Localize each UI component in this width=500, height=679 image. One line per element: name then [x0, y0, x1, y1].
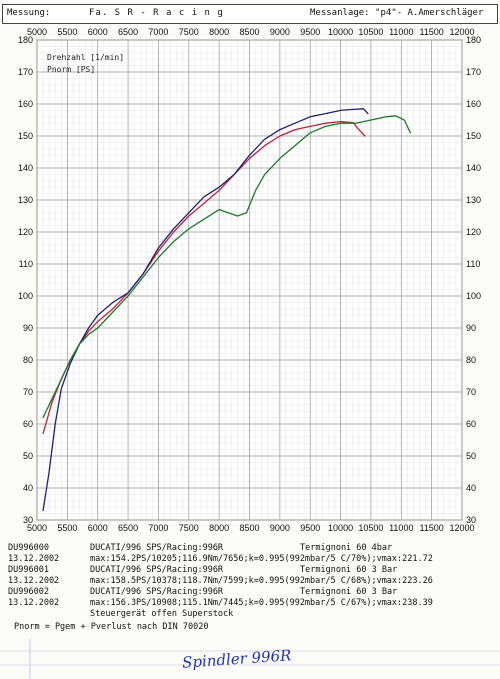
- y-tick-label-right: 90: [466, 323, 476, 333]
- company-name: Fa. S R - R a c i n g: [89, 8, 224, 18]
- legend-row-0-details: 13.12.2002 max:154.2PS/10205;116.9Nm/765…: [2, 554, 498, 565]
- axis-label-rpm: Drehzahl [1/min]: [47, 53, 124, 62]
- y-tick-label-left: 180: [18, 35, 33, 45]
- legend-2-config: Termignoni 60 3 Bar: [300, 587, 398, 597]
- x-tick-label-top: 5500: [57, 27, 77, 37]
- y-tick-label-right: 170: [466, 67, 481, 77]
- y-tick-label-right: 120: [466, 227, 481, 237]
- y-tick-label-left: 140: [18, 163, 33, 173]
- legend-1-config: Termignoni 60 3 Bar: [300, 565, 398, 575]
- x-tick-label-bottom: 12000: [449, 523, 474, 533]
- y-tick-label-right: 40: [466, 483, 476, 493]
- legend-2-note: Steuergerät offen Superstock: [90, 609, 234, 619]
- y-tick-label-left: 170: [18, 67, 33, 77]
- legend-row-2-title: DU996002 DUCATI/996 SPS/Racing:996R Term…: [2, 587, 498, 598]
- legend-row-1-title: DU996001 DUCATI/996 SPS/Racing:996R Term…: [2, 565, 498, 576]
- y-tick-label-left: 150: [18, 131, 33, 141]
- legend-1-date: 13.12.2002: [8, 576, 60, 586]
- series-line-du996001: [42, 108, 369, 512]
- x-tick-label-bottom: 5500: [57, 523, 77, 533]
- y-tick-label-left: 50: [23, 451, 33, 461]
- x-tick-label-bottom: 5000: [27, 523, 47, 533]
- x-tick-label-bottom: 8500: [239, 523, 259, 533]
- legend-row-1-details: 13.12.2002 max:158.5PS/10378;118.7Nm/759…: [2, 576, 498, 587]
- legend-2-date: 13.12.2002: [8, 598, 60, 608]
- legend-2-details: max:156.3PS/10908;115.1Nm/7445;k=0.995(9…: [90, 598, 433, 608]
- y-tick-label-right: 150: [466, 131, 481, 141]
- x-tick-label-bottom: 8000: [209, 523, 229, 533]
- legend-row-2-note: Steuergerät offen Superstock: [2, 609, 498, 620]
- legend-0-id: DU996000: [8, 543, 49, 553]
- x-tick-label-top: 9000: [270, 27, 290, 37]
- y-tick-label-left: 60: [23, 419, 33, 429]
- x-tick-label-top: 11500: [419, 27, 443, 37]
- y-tick-label-left: 80: [23, 355, 33, 365]
- axis-label-power: Pnorm [PS]: [47, 65, 95, 74]
- x-tick-label-bottom: 6000: [88, 523, 108, 533]
- x-tick-label-top: 8000: [209, 27, 229, 37]
- x-tick-label-bottom: 10000: [328, 523, 353, 533]
- y-tick-label-right: 100: [466, 291, 481, 301]
- legend-0-config: Termignoni 60 4bar: [300, 543, 393, 553]
- y-tick-label-left: 120: [18, 227, 33, 237]
- y-tick-label-left: 110: [19, 259, 33, 269]
- x-tick-label-bottom: 10500: [358, 523, 383, 533]
- legend-row-2-details: 13.12.2002 max:156.3PS/10908;115.1Nm/744…: [2, 598, 498, 609]
- x-tick-label-bottom: 7500: [179, 523, 199, 533]
- x-tick-label-top: 12000: [449, 27, 474, 37]
- y-tick-label-right: 30: [466, 515, 476, 525]
- y-tick-label-right: 80: [466, 355, 476, 365]
- legend-2-title: DUCATI/996 SPS/Racing:996R: [90, 587, 224, 597]
- x-tick-label-top: 9500: [300, 27, 320, 37]
- x-tick-label-top: 10500: [358, 27, 383, 37]
- legend-1-title: DUCATI/996 SPS/Racing:996R: [90, 565, 224, 575]
- y-tick-label-right: 160: [466, 99, 481, 109]
- y-tick-label-right: 60: [466, 419, 476, 429]
- din-footnote: Pnorm = Pgem + Pverlust nach DIN 70020: [14, 622, 209, 632]
- legend-0-date: 13.12.2002: [8, 554, 60, 564]
- y-tick-label-left: 90: [23, 323, 33, 333]
- y-tick-label-left: 30: [23, 515, 33, 525]
- series-line-du996002: [42, 115, 412, 419]
- x-tick-label-top: 7000: [148, 27, 168, 37]
- x-tick-label-bottom: 6500: [118, 523, 138, 533]
- legend-0-details: max:154.2PS/10205;116.9Nm/7656;k=0.995(9…: [90, 554, 433, 564]
- x-tick-label-bottom: 9000: [270, 523, 290, 533]
- x-tick-label-top: 7500: [179, 27, 199, 37]
- y-tick-label-right: 140: [466, 163, 481, 173]
- messung-label: Messung:: [7, 8, 51, 18]
- legend-1-details: max:158.5PS/10378;118.7Nm/7599;k=0.995(9…: [90, 576, 433, 586]
- paper-ruling: [0, 639, 500, 679]
- x-tick-label-bottom: 11000: [389, 523, 413, 533]
- legend-2-id: DU996002: [8, 587, 49, 597]
- y-tick-label-right: 110: [466, 259, 480, 269]
- x-tick-label-top: 6500: [118, 27, 138, 37]
- x-tick-label-bottom: 11500: [419, 523, 443, 533]
- y-tick-label-left: 160: [18, 99, 33, 109]
- dyno-chart: 5000 5000 5500 5500 6000 6000 6500 6500 7000 7000…: [18, 27, 481, 533]
- messanlage-label: Messanlage: "p4"- A.Amerschläger: [310, 8, 484, 18]
- y-tick-label-left: 100: [18, 291, 33, 301]
- legend-row-0-title: DU996000 DUCATI/996 SPS/Racing:996R Term…: [2, 543, 498, 554]
- y-tick-label-left: 130: [18, 195, 33, 205]
- x-tick-label-bottom: 9500: [300, 523, 320, 533]
- y-tick-label-left: 70: [23, 387, 33, 397]
- legend-0-title: DUCATI/996 SPS/Racing:996R: [90, 543, 224, 553]
- legend: DU996000 DUCATI/996 SPS/Racing:996R Term…: [2, 543, 498, 620]
- x-tick-label-top: 11000: [389, 27, 413, 37]
- x-tick-label-top: 8500: [239, 27, 259, 37]
- y-tick-label-right: 70: [466, 387, 476, 397]
- x-tick-label-top: 10000: [328, 27, 353, 37]
- header-bar: Messung: Fa. S R - R a c i n g Messanlag…: [2, 4, 498, 24]
- x-tick-label-bottom: 7000: [148, 523, 168, 533]
- y-tick-label-right: 50: [466, 451, 476, 461]
- y-tick-label-left: 40: [23, 483, 33, 493]
- legend-1-id: DU996001: [8, 565, 49, 575]
- y-tick-label-right: 180: [466, 35, 481, 45]
- x-tick-label-top: 5000: [27, 27, 47, 37]
- y-tick-label-right: 130: [466, 195, 481, 205]
- x-tick-label-top: 6000: [88, 27, 108, 37]
